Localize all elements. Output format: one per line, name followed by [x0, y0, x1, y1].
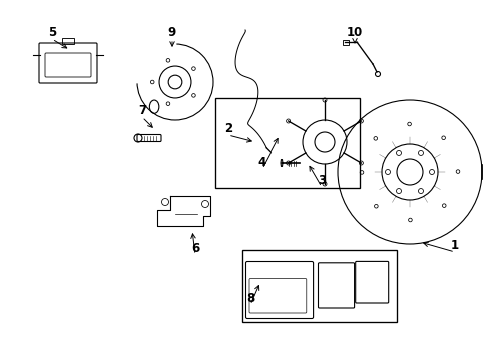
Bar [242, 250, 396, 322]
Text: 2: 2 [224, 122, 232, 135]
Bar [62, 38, 74, 44]
Text: 8: 8 [245, 292, 254, 305]
Text: 10: 10 [346, 26, 363, 39]
Wedge shape [136, 44, 175, 82]
Text: 1: 1 [450, 239, 458, 252]
Text: 6: 6 [190, 242, 199, 255]
Text: 7: 7 [138, 104, 146, 117]
Bar [342, 40, 348, 45]
Text: 5: 5 [48, 26, 56, 39]
Bar [215, 98, 359, 188]
Text: 9: 9 [167, 26, 176, 39]
Text: 4: 4 [257, 156, 265, 168]
Text: 3: 3 [317, 174, 325, 186]
